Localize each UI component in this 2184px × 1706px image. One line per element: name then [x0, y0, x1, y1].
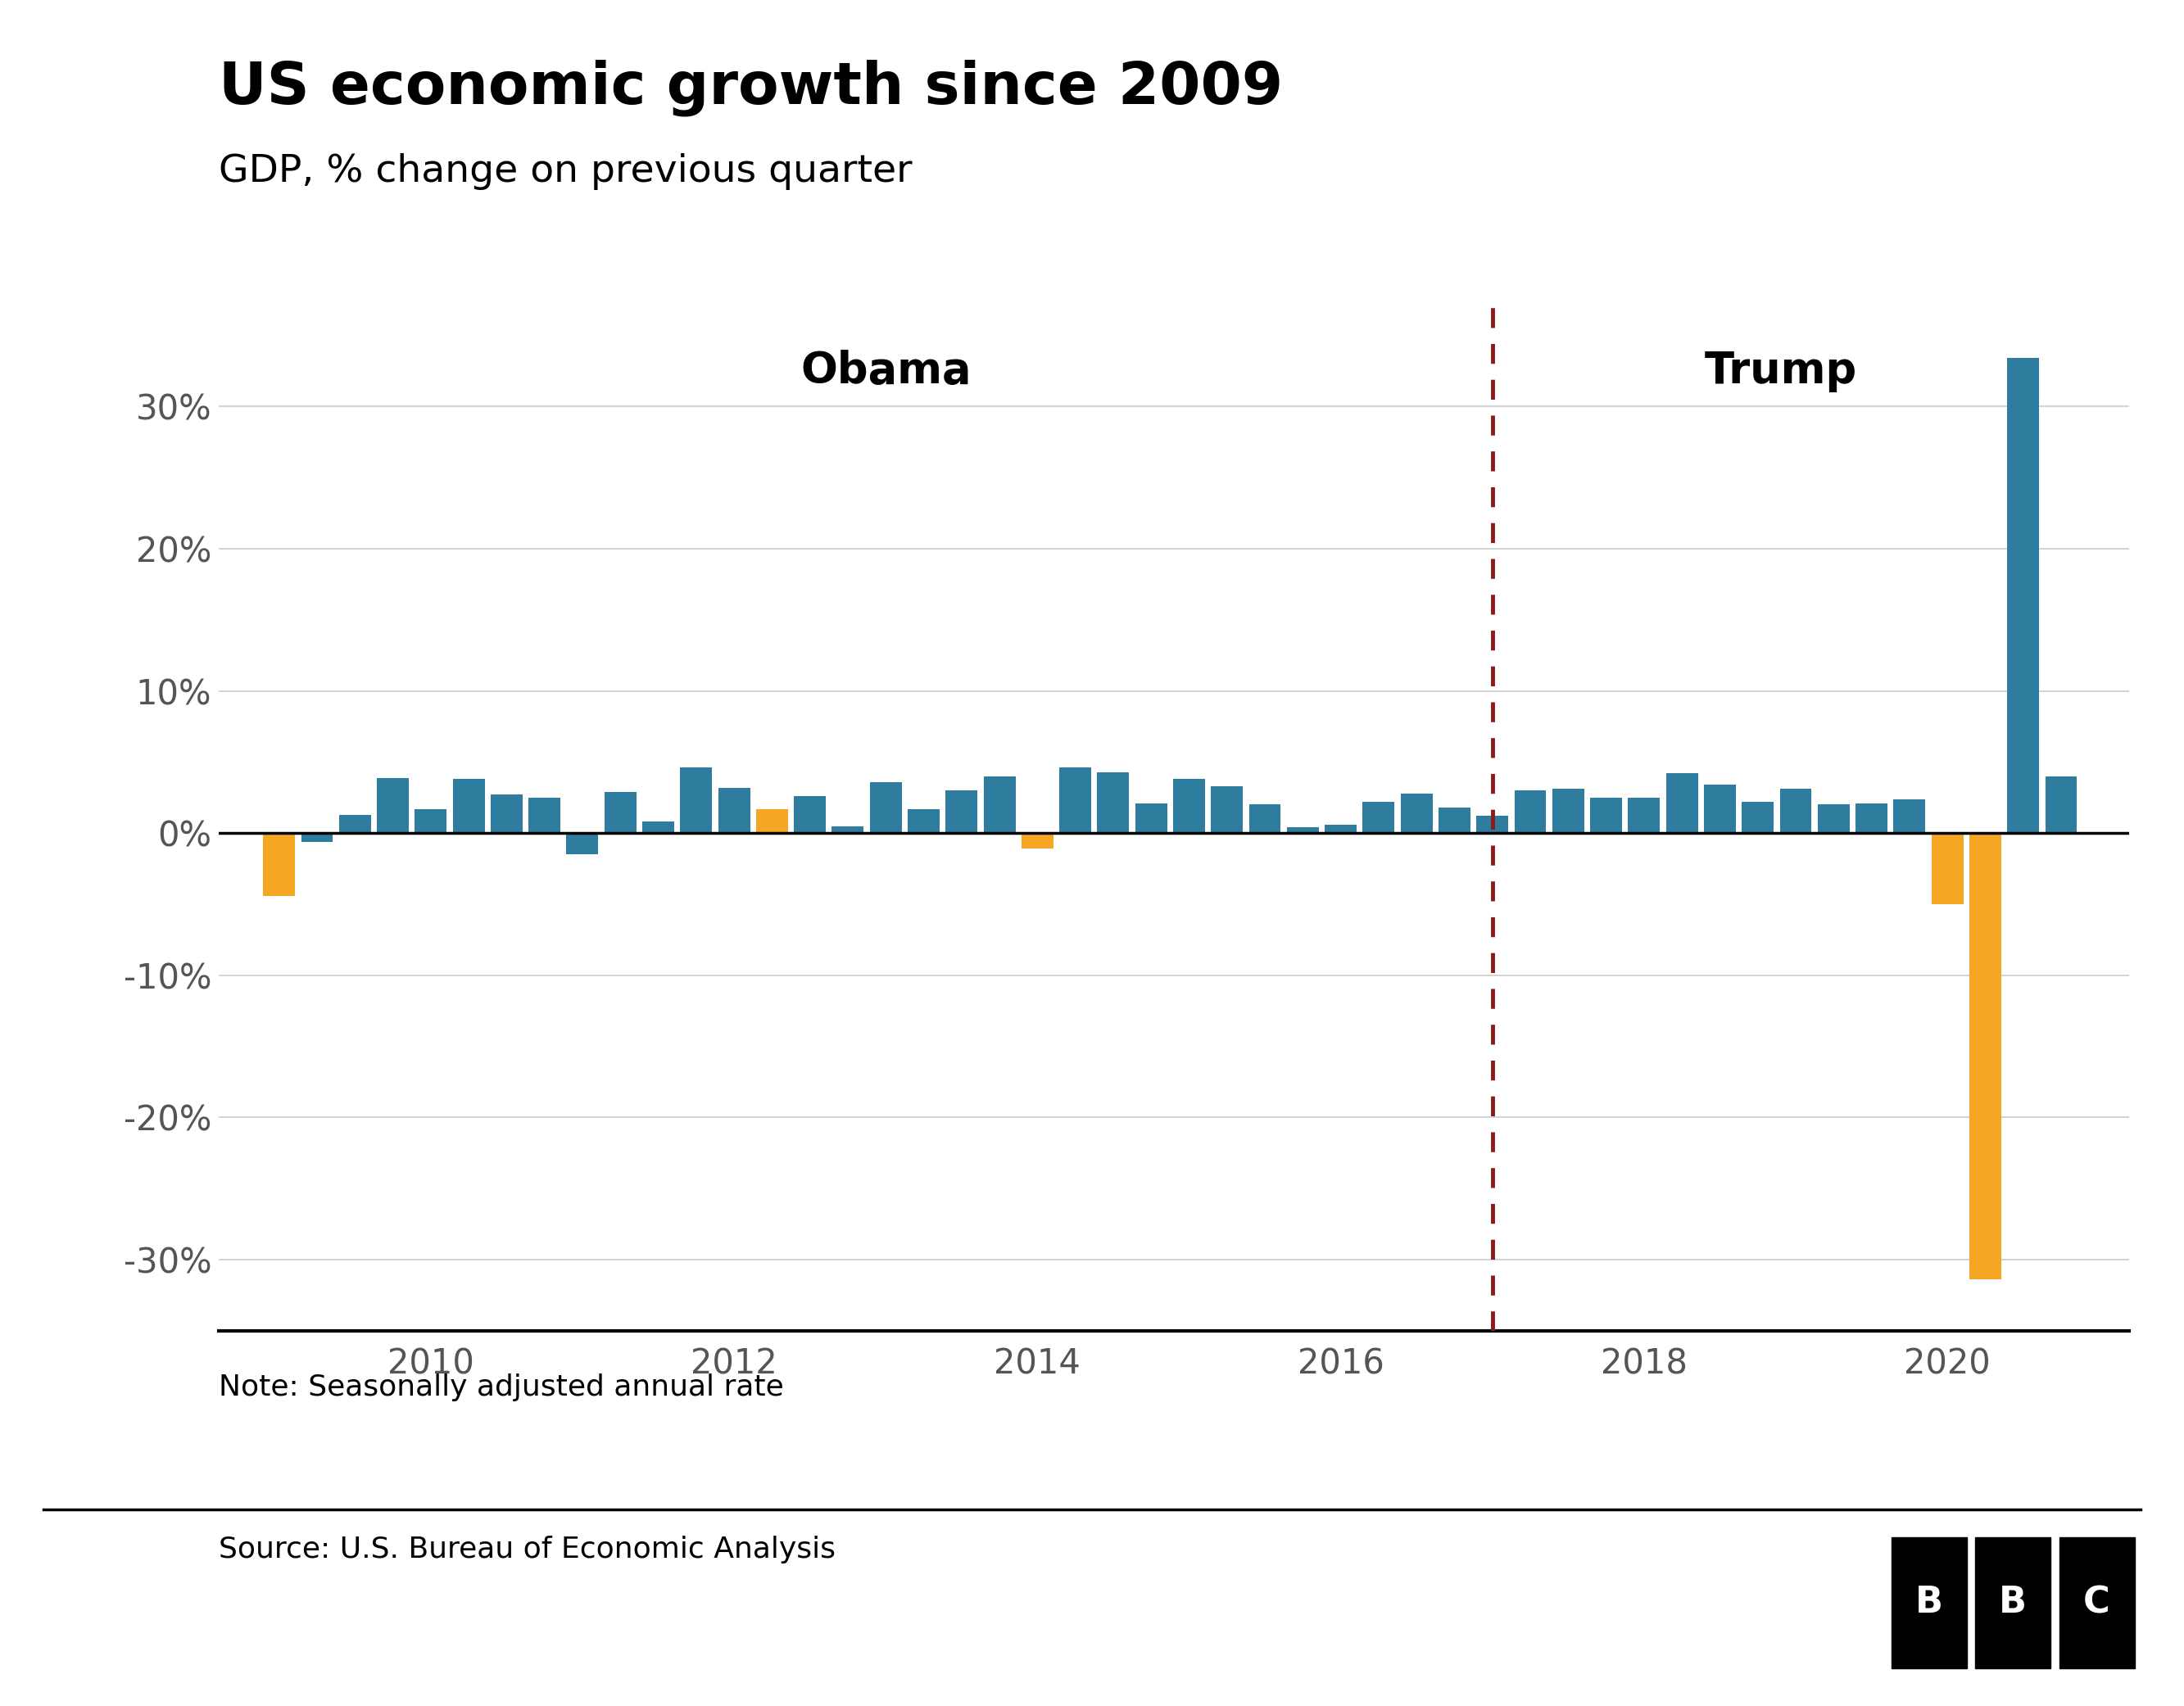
Bar	[529, 798, 561, 833]
Bar	[1590, 798, 1623, 833]
Bar	[1059, 768, 1092, 833]
Bar	[1514, 790, 1546, 833]
Bar	[795, 797, 826, 833]
Bar	[1286, 827, 1319, 833]
Bar	[1704, 785, 1736, 833]
Bar	[1666, 773, 1697, 833]
Bar	[1022, 833, 1053, 850]
Bar	[1400, 793, 1433, 833]
Bar	[1817, 805, 1850, 833]
Bar	[1096, 771, 1129, 833]
Bar	[1894, 798, 1926, 833]
Bar	[378, 778, 408, 833]
Bar	[262, 833, 295, 896]
Text: Obama: Obama	[799, 350, 972, 392]
Bar	[1439, 807, 1470, 833]
Bar	[415, 809, 448, 833]
Bar	[1326, 824, 1356, 833]
Bar	[1249, 805, 1280, 833]
Bar	[832, 826, 863, 833]
FancyBboxPatch shape	[1891, 1537, 1968, 1668]
Bar	[1780, 788, 1813, 833]
FancyBboxPatch shape	[1974, 1537, 2051, 1668]
Bar	[605, 792, 636, 833]
Bar	[1212, 786, 1243, 833]
Bar	[679, 768, 712, 833]
Bar	[1363, 802, 1396, 833]
Bar	[339, 815, 371, 833]
Text: Note: Seasonally adjusted annual rate: Note: Seasonally adjusted annual rate	[218, 1373, 784, 1401]
Text: Source: U.S. Bureau of Economic Analysis: Source: U.S. Bureau of Economic Analysis	[218, 1535, 834, 1563]
Bar	[946, 790, 978, 833]
Bar	[566, 833, 598, 855]
Bar	[1627, 798, 1660, 833]
Text: B: B	[1915, 1585, 1944, 1621]
Bar	[983, 776, 1016, 833]
Bar	[1476, 815, 1509, 833]
Text: Trump: Trump	[1704, 350, 1856, 392]
Bar	[909, 809, 939, 833]
Text: B: B	[1998, 1585, 2027, 1621]
Bar	[869, 781, 902, 833]
FancyBboxPatch shape	[2060, 1537, 2134, 1668]
Bar	[1173, 780, 1206, 833]
Bar	[2044, 776, 2077, 833]
Bar	[1743, 802, 1773, 833]
Bar	[491, 795, 522, 833]
Bar	[756, 809, 788, 833]
Bar	[719, 788, 749, 833]
Bar	[1931, 833, 1963, 904]
Bar	[642, 822, 675, 833]
Bar	[1553, 788, 1583, 833]
Bar	[1856, 804, 1887, 833]
Text: C: C	[2084, 1585, 2110, 1621]
Bar	[2007, 358, 2040, 833]
Bar	[1970, 833, 2001, 1280]
Text: GDP, % change on previous quarter: GDP, % change on previous quarter	[218, 154, 913, 191]
Bar	[1136, 804, 1166, 833]
Bar	[452, 780, 485, 833]
Text: US economic growth since 2009: US economic growth since 2009	[218, 60, 1282, 116]
Bar	[301, 833, 332, 841]
